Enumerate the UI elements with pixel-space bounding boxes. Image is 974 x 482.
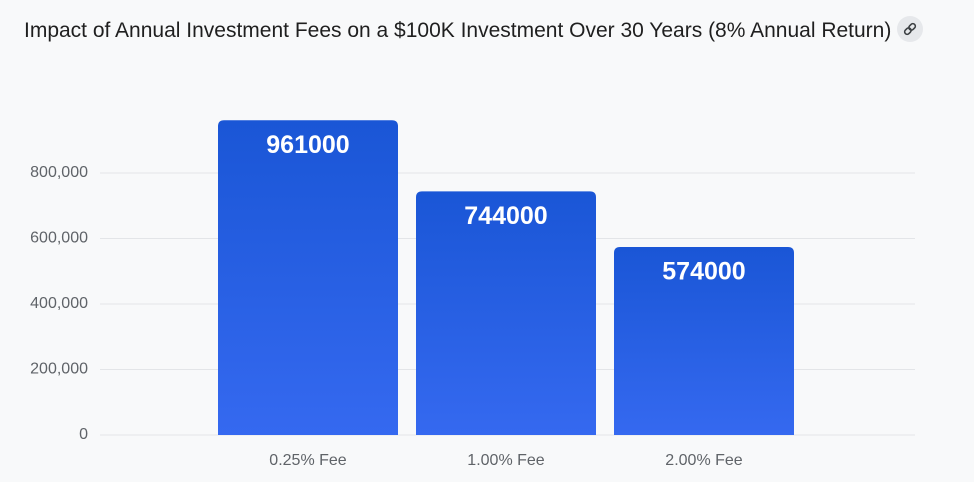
chart-title: Impact of Annual Investment Fees on a $1… [24, 19, 892, 42]
data-label: 744000 [464, 202, 547, 230]
chart-title-block: Impact of Annual Investment Fees on a $1… [24, 14, 924, 47]
bar [218, 120, 398, 436]
x-tick-label: 1.00% Fee [467, 452, 544, 469]
bar [416, 191, 596, 435]
bar [614, 247, 794, 435]
y-tick-label: 800,000 [30, 164, 88, 181]
y-tick-label: 400,000 [30, 295, 88, 312]
y-tick-label: 0 [79, 426, 88, 443]
y-tick-label: 600,000 [30, 230, 88, 247]
y-tick-label: 200,000 [30, 361, 88, 378]
data-label: 961000 [266, 131, 349, 159]
data-label: 574000 [662, 258, 745, 286]
x-tick-label: 0.25% Fee [269, 452, 346, 469]
link-icon [904, 23, 917, 36]
x-tick-label: 2.00% Fee [665, 452, 742, 469]
link-button[interactable] [897, 16, 924, 43]
